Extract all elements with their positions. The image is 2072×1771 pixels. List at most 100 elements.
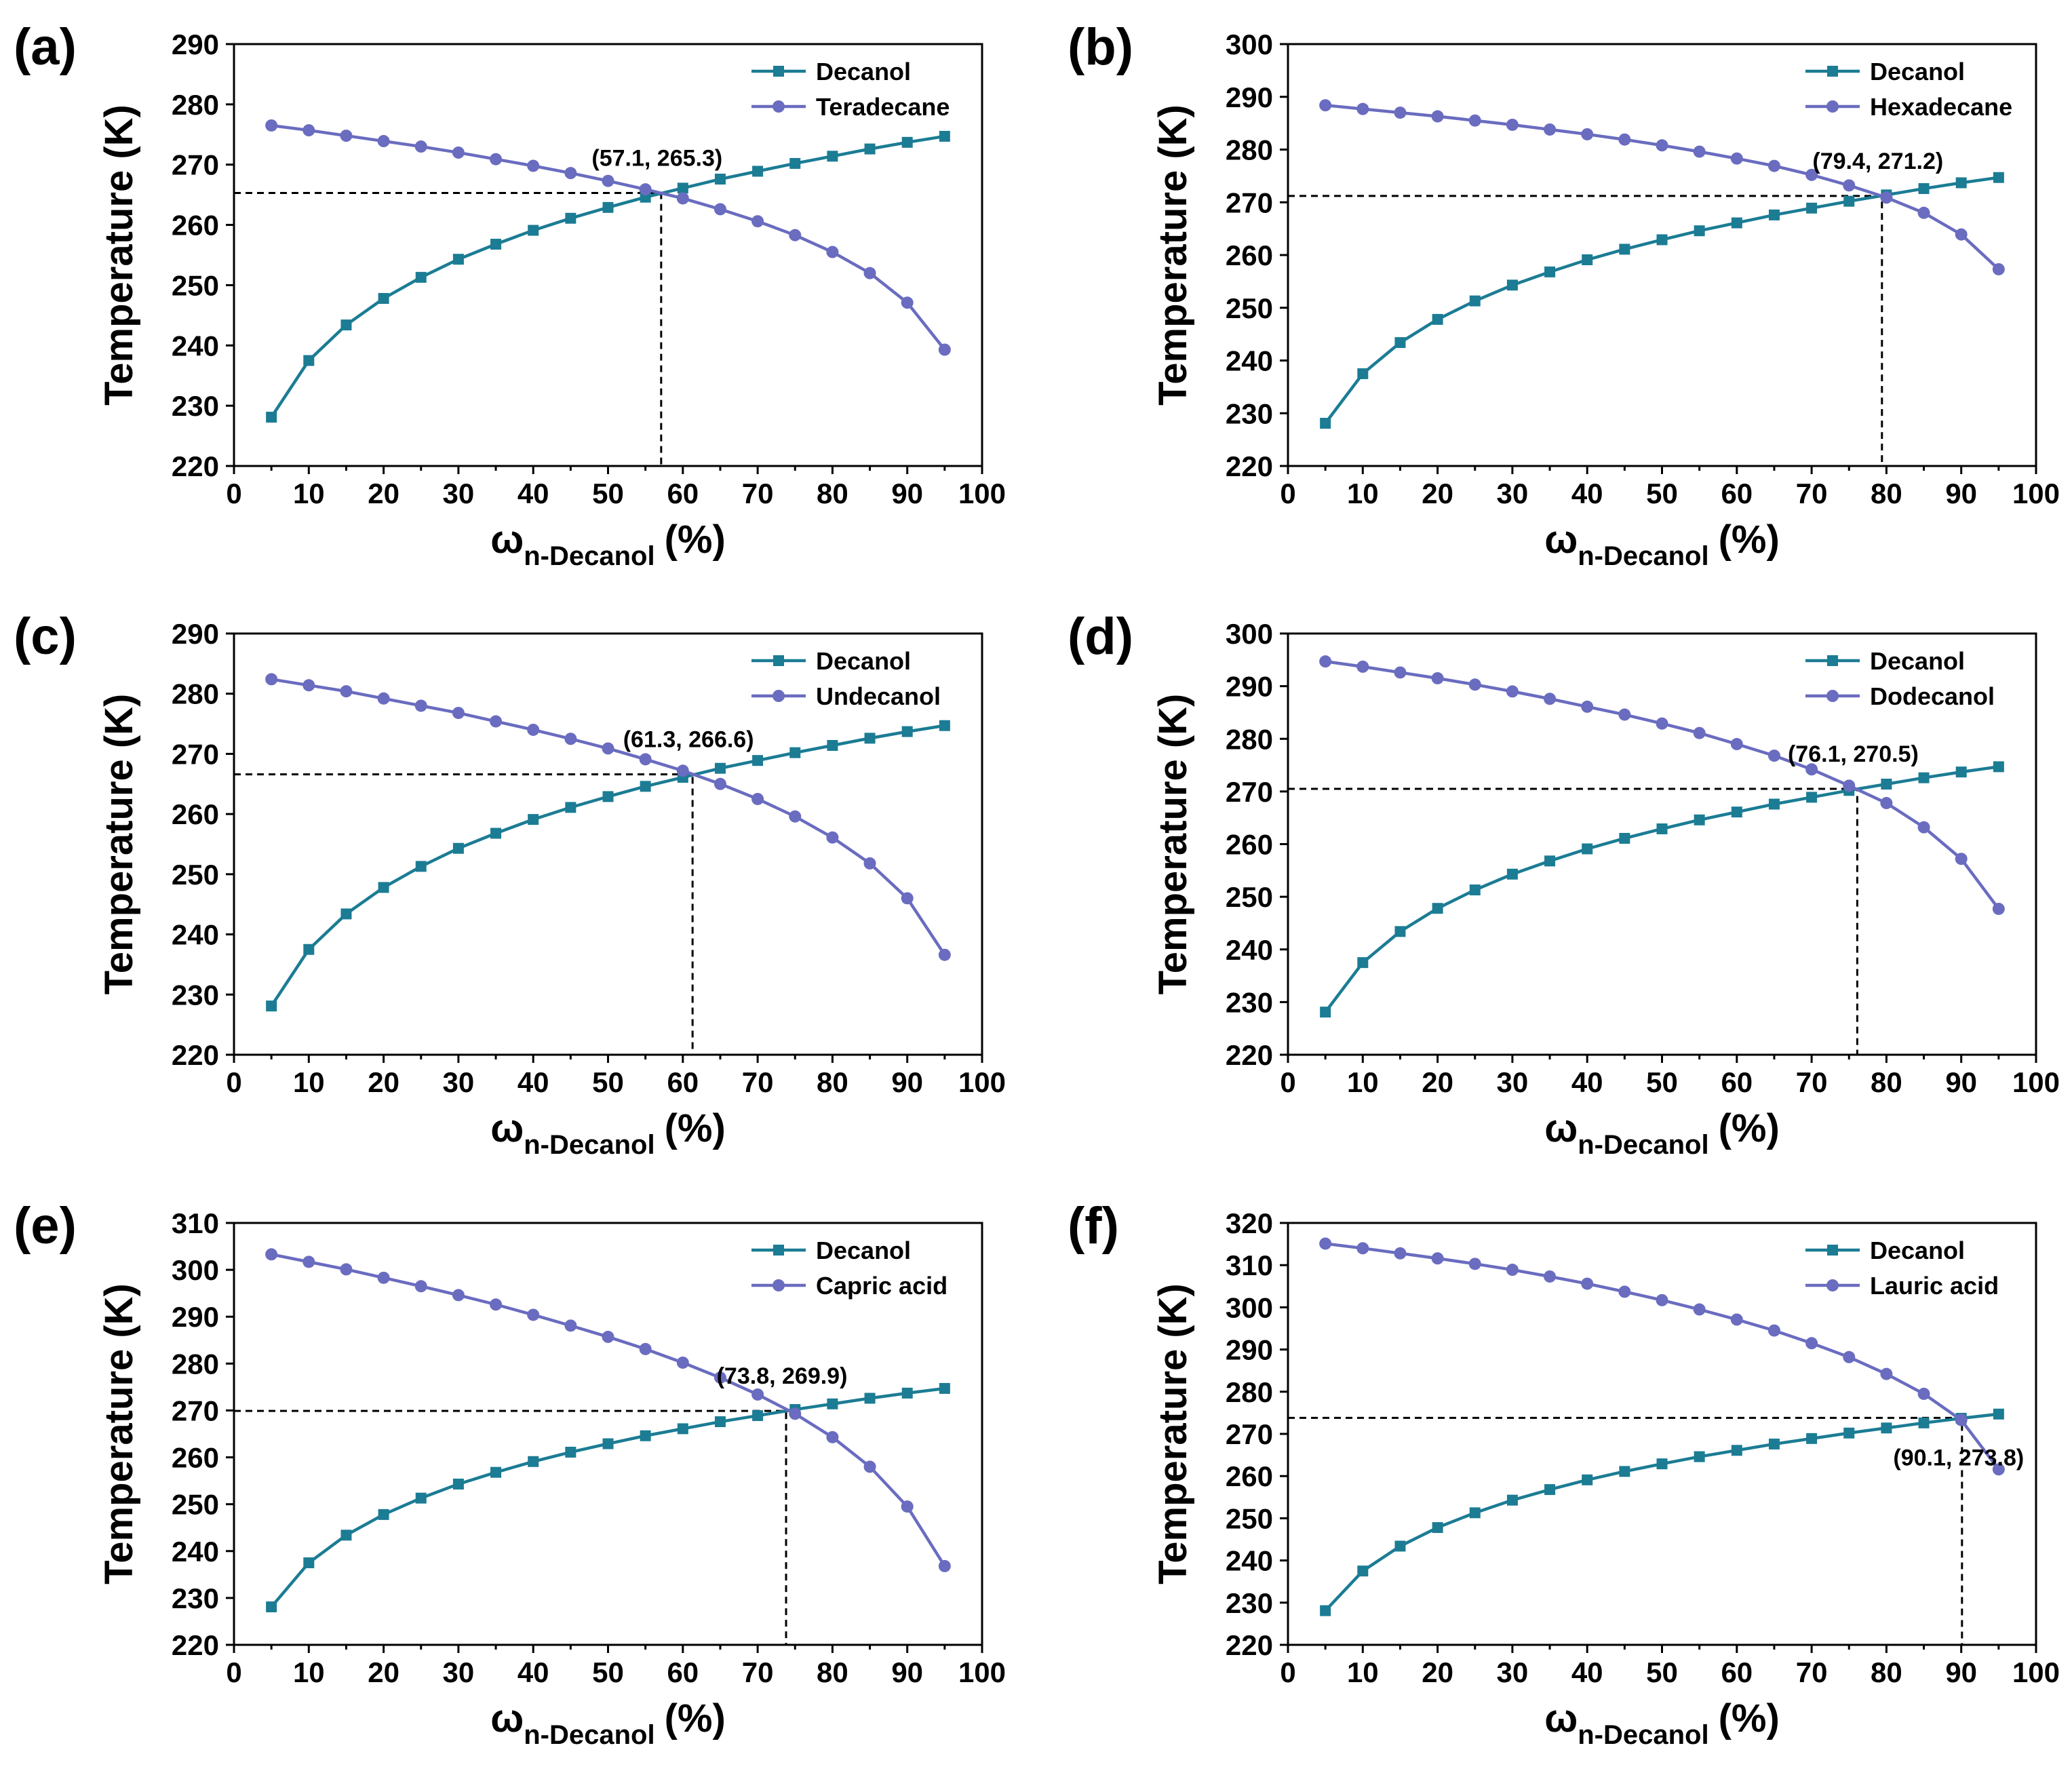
data-point	[1918, 1417, 1930, 1428]
x-tick-label: 80	[1871, 478, 1902, 509]
data-point	[639, 753, 652, 766]
data-point	[901, 726, 913, 737]
data-point	[1320, 1007, 1331, 1018]
data-point	[527, 1308, 540, 1321]
data-point	[1394, 1247, 1407, 1260]
data-point	[1394, 666, 1407, 679]
data-point	[452, 842, 464, 854]
data-point	[827, 151, 838, 162]
data-point	[752, 166, 764, 177]
legend-label: Decanol	[816, 1237, 911, 1264]
legend-label: Undecanol	[816, 682, 941, 710]
data-point	[1506, 1264, 1519, 1277]
data-point	[1394, 337, 1406, 349]
data-point	[1656, 823, 1668, 834]
y-tick-label: 240	[172, 330, 219, 362]
x-tick-label: 50	[592, 1656, 624, 1688]
x-tick-label: 100	[958, 478, 1006, 509]
data-point	[1730, 1313, 1743, 1326]
data-point	[565, 802, 576, 813]
x-axis-symbol: ω	[490, 1696, 524, 1740]
data-point	[1693, 145, 1706, 158]
y-tick-label: 230	[1226, 397, 1273, 429]
series-line-decanol	[270, 724, 945, 1007]
x-tick-label: 90	[1945, 1656, 1977, 1688]
data-point	[1468, 1258, 1481, 1270]
data-point	[565, 212, 576, 224]
data-point	[1357, 957, 1369, 969]
y-tick-label: 280	[1226, 1376, 1273, 1408]
data-point	[1319, 655, 1332, 668]
x-axis-title: ωn-Decanol (%)	[1544, 518, 1780, 571]
data-point	[528, 225, 539, 236]
legend-label: Teradecane	[816, 93, 950, 121]
series-line-decanol	[1324, 765, 1999, 1013]
data-point	[414, 1280, 427, 1293]
data-point	[490, 828, 502, 839]
data-point	[1544, 266, 1556, 277]
data-point	[1880, 1367, 1893, 1380]
y-tick-label: 220	[172, 1629, 219, 1661]
x-tick-label: 60	[1721, 1066, 1753, 1098]
x-tick-label: 10	[293, 1066, 325, 1098]
legend: Decanol Teradecane	[751, 58, 950, 121]
data-point	[1843, 179, 1856, 192]
data-point	[1767, 1324, 1780, 1337]
data-point	[1918, 772, 1930, 783]
data-point	[1432, 903, 1443, 914]
x-tick-label: 60	[667, 1656, 699, 1688]
data-point	[528, 1456, 539, 1467]
x-axis-symbol: ω	[1544, 1696, 1578, 1740]
y-tick-label: 280	[172, 1348, 219, 1380]
data-point	[1582, 843, 1593, 855]
data-point	[1955, 1414, 1968, 1426]
panel-label: (a)	[14, 18, 77, 76]
panel-c: (c) 0 10 20 30 40 50 60 70 80 90 100 220 230 240 250 260…	[14, 608, 1006, 1160]
data-point	[490, 715, 503, 728]
data-point	[1918, 183, 1930, 195]
data-point	[901, 1387, 913, 1399]
data-point	[302, 124, 315, 137]
x-tick-label: 0	[226, 478, 241, 509]
data-point	[1618, 133, 1631, 146]
data-point	[1656, 1293, 1668, 1306]
data-point	[1767, 750, 1780, 762]
data-point	[1431, 1252, 1444, 1265]
x-tick-label: 100	[2012, 1066, 2060, 1098]
legend-marker	[1827, 655, 1838, 666]
data-point	[1843, 195, 1855, 207]
intersection-guide	[234, 191, 663, 466]
x-axis-unit: (%)	[1719, 518, 1780, 562]
data-point	[1656, 234, 1668, 246]
legend-marker	[1826, 1279, 1839, 1291]
data-point	[752, 755, 764, 766]
legend-marker	[1826, 690, 1839, 702]
y-tick-label: 280	[1226, 723, 1273, 755]
data-point	[1619, 1466, 1630, 1477]
data-point	[302, 1256, 315, 1268]
data-point	[677, 1423, 688, 1435]
y-tick-label: 240	[172, 919, 219, 951]
data-point	[266, 1000, 277, 1012]
data-point	[602, 174, 614, 187]
y-axis-title: Temperature (K)	[1151, 1283, 1195, 1584]
x-tick-label: 20	[368, 1656, 399, 1688]
data-point	[1730, 738, 1743, 751]
data-point	[714, 777, 726, 790]
x-tick-label: 0	[1280, 478, 1295, 509]
data-point	[1731, 217, 1742, 229]
data-point	[378, 1509, 389, 1520]
x-tick-label: 0	[1280, 1656, 1295, 1688]
x-tick-label: 10	[293, 1656, 325, 1688]
data-point	[414, 699, 427, 712]
data-point	[1619, 832, 1630, 844]
data-point	[602, 1330, 614, 1343]
y-tick-label: 250	[172, 1489, 219, 1521]
x-tick-label: 30	[443, 1656, 475, 1688]
y-tick-label: 220	[172, 1039, 219, 1071]
data-point	[1431, 110, 1444, 123]
data-point	[714, 1371, 726, 1384]
y-tick-label: 230	[172, 1582, 219, 1614]
data-point	[1917, 1387, 1930, 1400]
